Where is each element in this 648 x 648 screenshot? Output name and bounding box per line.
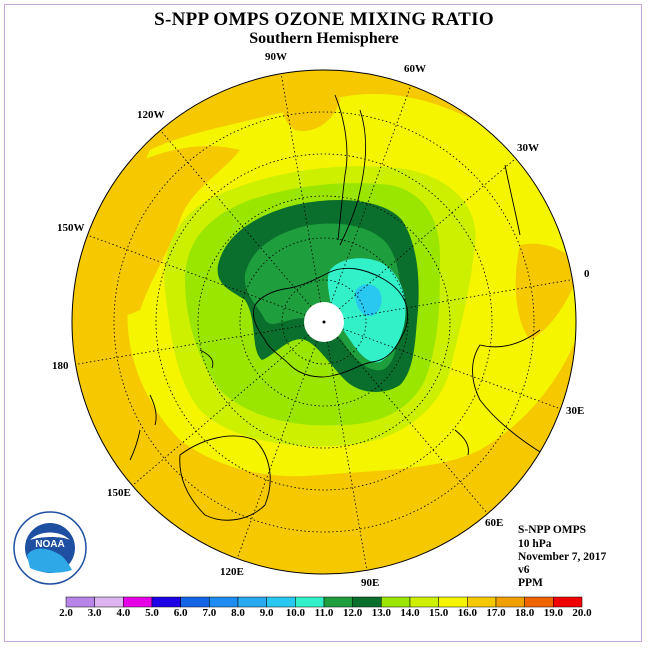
colorbar-tick-label: 5.0 <box>145 607 159 619</box>
colorbar-swatch <box>65 596 95 608</box>
colorbar-swatch <box>94 596 124 608</box>
noaa-logo: NOAA <box>13 511 87 585</box>
lon-label-60w: 60W <box>404 63 426 75</box>
lon-label-60e: 60E <box>485 517 504 529</box>
noaa-logo-text: NOAA <box>35 539 64 550</box>
africa-coast <box>472 164 546 456</box>
colorbar-tick-label: 17.0 <box>486 607 506 619</box>
band-16ppm-left <box>90 146 240 317</box>
colorbar-tick-label: 18.0 <box>515 607 535 619</box>
colorbar-tick-label: 7.0 <box>202 607 217 619</box>
colorbar-swatch <box>266 596 296 608</box>
lon-label-120w: 120W <box>137 109 165 121</box>
map-subtitle: Southern Hemisphere <box>249 30 399 47</box>
colorbar-tick-label: 13.0 <box>371 607 391 619</box>
colorbar-tick-label: 16.0 <box>457 607 477 619</box>
colorbar-swatch <box>151 596 181 608</box>
colorbar-swatch <box>553 596 583 608</box>
islands <box>199 349 469 456</box>
colorbar-tick-label: 19.0 <box>543 607 563 619</box>
band-16ppm-right <box>515 243 576 340</box>
pole-marker <box>322 320 326 324</box>
antarctica-coast <box>253 267 409 378</box>
south-america-coast <box>334 94 367 246</box>
colorbar-swatch <box>295 596 325 608</box>
colorbar-tick-label: 10.0 <box>285 607 305 619</box>
info-units: PPM <box>518 577 543 589</box>
colorbar-swatch <box>209 596 239 608</box>
info-version: v6 <box>518 564 530 576</box>
colorbar-tick-label: 2.0 <box>59 607 73 619</box>
map-title: S-NPP OMPS OZONE MIXING RATIO <box>154 9 494 30</box>
colorbar-tick-label: 20.0 <box>572 607 592 619</box>
info-level: 10 hPa <box>518 538 552 550</box>
australia-coast <box>179 435 271 521</box>
colorbar-tick-label: 9.0 <box>259 607 274 619</box>
new-zealand-coast <box>129 394 157 461</box>
colorbar-swatch <box>467 596 497 608</box>
band-16ppm-upper <box>282 85 340 131</box>
info-instrument: S-NPP OMPS <box>518 524 587 536</box>
colorbar-swatch <box>495 596 525 608</box>
colorbar-tick-label: 12.0 <box>343 607 363 619</box>
colorbar-tick-label: 8.0 <box>231 607 245 619</box>
ozone-field <box>72 70 576 574</box>
colorbar-tick-label: 11.0 <box>314 607 334 619</box>
lon-label-90w: 90W <box>265 51 287 63</box>
band-9ppm <box>355 284 382 317</box>
colorbar-swatch <box>237 596 267 608</box>
colorbar-tick-label: 3.0 <box>87 607 102 619</box>
colorbar <box>65 596 583 608</box>
lon-label-180: 180 <box>52 360 69 372</box>
lon-label-0: 0 <box>584 268 590 280</box>
colorbar-swatch <box>524 596 554 608</box>
colorbar-swatch <box>323 596 353 608</box>
colorbar-tick-label: 4.0 <box>116 607 131 619</box>
colorbar-swatch <box>123 596 153 608</box>
latitude-circles <box>113 111 535 533</box>
lon-label-150e: 150E <box>107 487 131 499</box>
colorbar-swatch <box>381 596 411 608</box>
info-date: November 7, 2017 <box>518 551 607 563</box>
colorbar-tick-label: 14.0 <box>400 607 420 619</box>
lon-label-30e: 30E <box>566 405 585 417</box>
colorbar-tick-label: 6.0 <box>173 607 188 619</box>
lon-label-150w: 150W <box>57 222 85 234</box>
lon-label-90e: 90E <box>361 577 380 589</box>
colorbar-swatch <box>180 596 210 608</box>
colorbar-swatch <box>438 596 468 608</box>
map-frame <box>4 4 642 642</box>
colorbar-swatch <box>352 596 382 608</box>
lon-label-30w: 30W <box>517 142 539 154</box>
coastlines <box>129 94 546 521</box>
map-outline <box>71 69 577 575</box>
lon-label-120e: 120E <box>220 566 244 578</box>
colorbar-tick-label: 15.0 <box>429 607 449 619</box>
meridians <box>72 72 576 572</box>
colorbar-swatch <box>409 596 439 608</box>
